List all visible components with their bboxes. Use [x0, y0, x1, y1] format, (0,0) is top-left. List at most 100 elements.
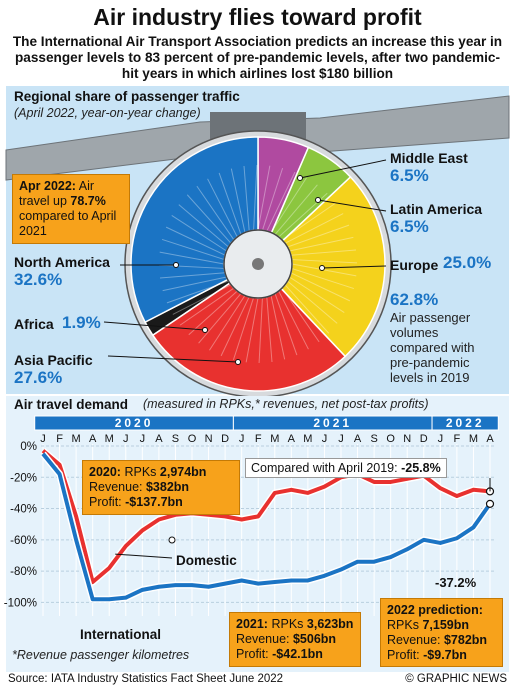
compared-value: -25.8% — [401, 461, 441, 475]
fan-blade-line — [196, 185, 235, 241]
month-tick-label: M — [105, 433, 114, 445]
box-2022-profit: -$9.7bn — [423, 648, 467, 662]
box-2020-rpk-label: RPKs — [120, 465, 160, 479]
regional-title: Regional share of passenger traffic — [14, 89, 240, 104]
box-2020: 2020: RPKs 2,974bn Revenue: $382bn Profi… — [82, 460, 240, 515]
april-callout-suffix: compared to April 2021 — [19, 209, 117, 238]
y-tick-label: -100% — [4, 597, 37, 609]
leader-dot-europe — [319, 265, 325, 271]
label-latin-america: Latin America — [390, 201, 483, 217]
label-asia-pacific: Asia Pacific — [14, 352, 93, 368]
leader-middle-east — [299, 159, 387, 179]
month-tick-label: A — [354, 433, 362, 445]
month-tick-label: M — [270, 433, 279, 445]
april-callout-prefix: Apr 2022: — [19, 179, 76, 193]
fan-blade-line — [274, 293, 298, 356]
fan-blade-line — [291, 259, 358, 264]
box-2021-profit-label: Profit: — [236, 647, 273, 661]
box-2022: 2022 prediction: RPKs 7,159bn Revenue: $… — [380, 598, 503, 667]
fan-blade-line — [287, 280, 338, 324]
fan-blade-line — [253, 164, 258, 231]
fan-blade-line — [278, 290, 309, 350]
label-north-america: North America — [14, 254, 110, 270]
fan-blade-line — [289, 276, 345, 313]
fan-blade-line — [166, 280, 229, 304]
y-tick-label: -60% — [10, 535, 37, 547]
engine-spinner — [252, 258, 264, 270]
fan-blade-line — [257, 165, 271, 231]
compared-annotation: Compared with April 2019: -25.8% — [245, 458, 447, 478]
y-tick-label: -40% — [10, 504, 37, 516]
month-tick-label: S — [172, 433, 179, 445]
label-middle-east: Middle East — [390, 150, 468, 166]
year-bar-2022 — [431, 415, 499, 431]
y-tick-label: -80% — [10, 566, 37, 578]
leader-dot-latin-america — [315, 197, 321, 203]
month-tick-label: N — [403, 433, 411, 445]
fan-blade-line — [218, 172, 242, 235]
month-tick-label: N — [205, 433, 213, 445]
fan-blade-line — [281, 202, 337, 241]
fan-blade-line — [266, 171, 296, 232]
fan-blade-line — [186, 194, 232, 244]
month-tick-label: A — [89, 433, 97, 445]
month-tick-label: J — [338, 433, 344, 445]
value-latin-america: 6.5% — [390, 217, 429, 236]
box-2020-rev-label: Revenue: — [89, 480, 146, 494]
box-2021-profit: -$42.1bn — [272, 647, 323, 661]
credit: © GRAPHIC NEWS — [405, 673, 507, 685]
value-asia-pacific: 27.6% — [14, 368, 63, 387]
domestic-pointer — [115, 553, 173, 559]
fan-blade-line — [158, 264, 225, 269]
april-callout: Apr 2022: Air travel up 78.7% compared t… — [12, 174, 130, 244]
box-2022-rev: $782bn — [443, 633, 488, 647]
y-tick-label: -20% — [10, 472, 37, 484]
box-2020-year: 2020: — [89, 465, 121, 479]
demand-title: Air travel demand — [14, 397, 129, 412]
box-2021-rev-label: Revenue: — [236, 632, 293, 646]
fan-blade-line — [171, 215, 227, 252]
month-tick-label: J — [40, 433, 46, 445]
fan-blade-line — [290, 272, 351, 302]
source: Source: IATA Industry Statistics Fact Sh… — [8, 673, 284, 685]
box-2021: 2021: RPKs 3,623bn Revenue: $506bn Profi… — [229, 612, 361, 667]
label-africa: Africa — [14, 316, 54, 332]
year-label-2022: 2022 — [446, 416, 485, 430]
leader-dot-asia-pacific — [235, 359, 241, 365]
fan-blade-line — [161, 238, 225, 261]
y-tick-label: 0% — [20, 441, 37, 453]
fan-blade-line — [162, 276, 227, 292]
month-tick-label: O — [188, 433, 197, 445]
fan-blade-line — [290, 249, 357, 256]
domestic-pointer-dot — [168, 536, 176, 544]
month-tick-label: M — [469, 433, 478, 445]
box-2021-rpk-label: RPKs — [267, 617, 307, 631]
fan-blade-line — [266, 296, 273, 363]
box-2020-profit: -$137.7bn — [125, 495, 183, 509]
value-north-america: 32.6% — [14, 270, 63, 289]
fan-blade-line — [258, 297, 263, 364]
series-label-international: International — [80, 627, 162, 642]
month-tick-label: J — [140, 433, 146, 445]
month-tick-label: A — [486, 433, 494, 445]
page-subtitle: The International Air Transport Associat… — [12, 34, 503, 81]
april-callout-mid: Air travel up — [19, 179, 95, 208]
value-middle-east: 6.5% — [390, 166, 429, 185]
series-label-domestic: Domestic — [176, 553, 237, 568]
month-tick-label: J — [438, 433, 444, 445]
leader-asia-pacific — [107, 355, 239, 363]
month-tick-label: F — [56, 433, 63, 445]
month-tick-label: A — [288, 433, 296, 445]
demand-subtitle: (measured in RPKs,* revenues, net post-t… — [143, 397, 429, 411]
fan-blade-line — [198, 293, 242, 344]
summary-text: Air passenger volumes compared with pre-… — [390, 310, 475, 385]
fan-blade-line — [284, 213, 344, 244]
value-africa: 1.9% — [62, 313, 101, 332]
fan-blade-line — [232, 297, 255, 361]
month-tick-label: D — [221, 433, 229, 445]
fan-blade-line — [188, 290, 238, 336]
leader-dot-middle-east — [297, 175, 303, 181]
month-tick-label: F — [454, 433, 461, 445]
month-tick-label: D — [420, 433, 428, 445]
